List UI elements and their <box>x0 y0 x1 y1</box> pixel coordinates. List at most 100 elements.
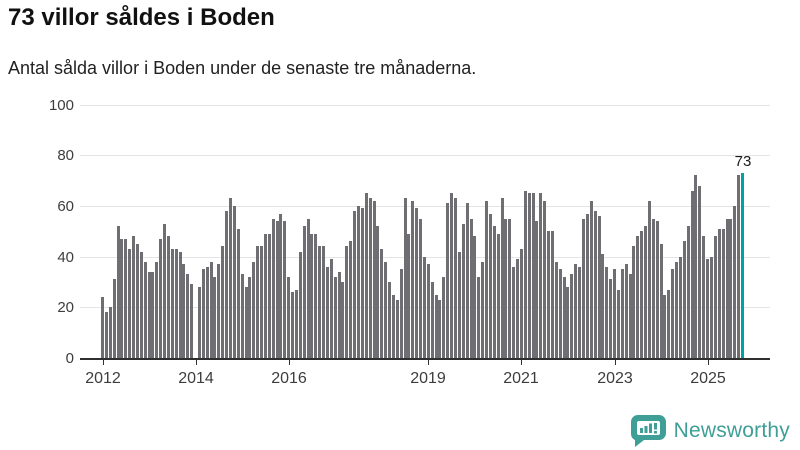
bar <box>136 244 139 358</box>
bar <box>221 246 224 358</box>
bar <box>710 257 713 358</box>
bar <box>617 290 620 358</box>
bar <box>714 236 717 358</box>
bar <box>365 193 368 358</box>
bar <box>182 264 185 358</box>
bar <box>159 239 162 358</box>
bar <box>640 231 643 358</box>
bar <box>555 262 558 358</box>
bar <box>213 277 216 358</box>
bar <box>171 249 174 358</box>
bar <box>648 201 651 358</box>
bar <box>388 282 391 358</box>
bar <box>357 206 360 358</box>
bar <box>702 236 705 358</box>
bar <box>310 234 313 358</box>
bar <box>287 277 290 358</box>
bar <box>501 198 504 358</box>
bar <box>644 226 647 358</box>
bar <box>733 206 736 358</box>
bar <box>120 239 123 358</box>
bar <box>667 290 670 358</box>
bar <box>481 262 484 358</box>
y-axis-tick-label: 80 <box>57 147 74 164</box>
bar <box>470 219 473 358</box>
bar <box>276 221 279 358</box>
bar <box>528 193 531 358</box>
bar <box>520 249 523 358</box>
bar <box>369 198 372 358</box>
bar <box>566 287 569 358</box>
bar <box>245 287 248 358</box>
bar <box>512 267 515 358</box>
bar <box>198 287 201 358</box>
bar <box>694 175 697 358</box>
x-axis-line <box>80 358 770 360</box>
bar <box>411 201 414 358</box>
bar <box>124 239 127 358</box>
bar <box>109 307 112 358</box>
bar <box>636 236 639 358</box>
bar <box>148 272 151 358</box>
x-axis-tick-label: 2016 <box>271 370 307 387</box>
bar <box>384 262 387 358</box>
newsworthy-logo[interactable]: Newsworthy <box>630 414 790 447</box>
bar <box>186 274 189 358</box>
bar <box>570 274 573 358</box>
bar <box>144 262 147 358</box>
bar <box>687 226 690 358</box>
bar <box>679 257 682 358</box>
bar <box>233 206 236 358</box>
bar <box>660 244 663 358</box>
last-value-label: 73 <box>734 153 752 170</box>
bar <box>101 297 104 358</box>
gridline <box>80 155 770 156</box>
bar <box>210 262 213 358</box>
bar <box>155 262 158 358</box>
bar <box>396 300 399 358</box>
bar <box>132 236 135 358</box>
bar <box>504 219 507 358</box>
bar <box>473 236 476 358</box>
bar <box>167 236 170 358</box>
x-axis-tick-label: 2012 <box>85 370 121 387</box>
bar <box>175 249 178 358</box>
bar <box>435 295 438 358</box>
bar <box>729 219 732 358</box>
bar <box>376 226 379 358</box>
x-axis-tick <box>289 360 290 365</box>
bar <box>427 264 430 358</box>
bar <box>551 231 554 358</box>
bar <box>229 198 232 358</box>
bar <box>726 219 729 358</box>
bar <box>248 277 251 358</box>
bar <box>404 198 407 358</box>
y-axis-tick-label: 40 <box>57 249 74 266</box>
bar <box>609 279 612 358</box>
highlighted-bar <box>741 173 744 358</box>
bar <box>314 234 317 358</box>
bar <box>586 214 589 358</box>
x-axis-tick <box>615 360 616 365</box>
y-axis-tick-label: 0 <box>65 350 74 367</box>
bar <box>485 201 488 358</box>
bar <box>675 262 678 358</box>
bar <box>722 229 725 358</box>
y-axis-tick-label: 100 <box>48 97 74 114</box>
bar <box>632 246 635 358</box>
gridline <box>80 105 770 106</box>
bar <box>438 300 441 358</box>
y-axis-tick-label: 20 <box>57 299 74 316</box>
bar <box>307 219 310 358</box>
bar <box>283 221 286 358</box>
bar <box>419 219 422 358</box>
bar <box>431 282 434 358</box>
bar <box>543 201 546 358</box>
bar <box>179 252 182 358</box>
bar <box>539 193 542 358</box>
x-axis-tick-label: 2014 <box>178 370 214 387</box>
bar <box>225 211 228 358</box>
bar <box>446 203 449 358</box>
bar <box>563 277 566 358</box>
